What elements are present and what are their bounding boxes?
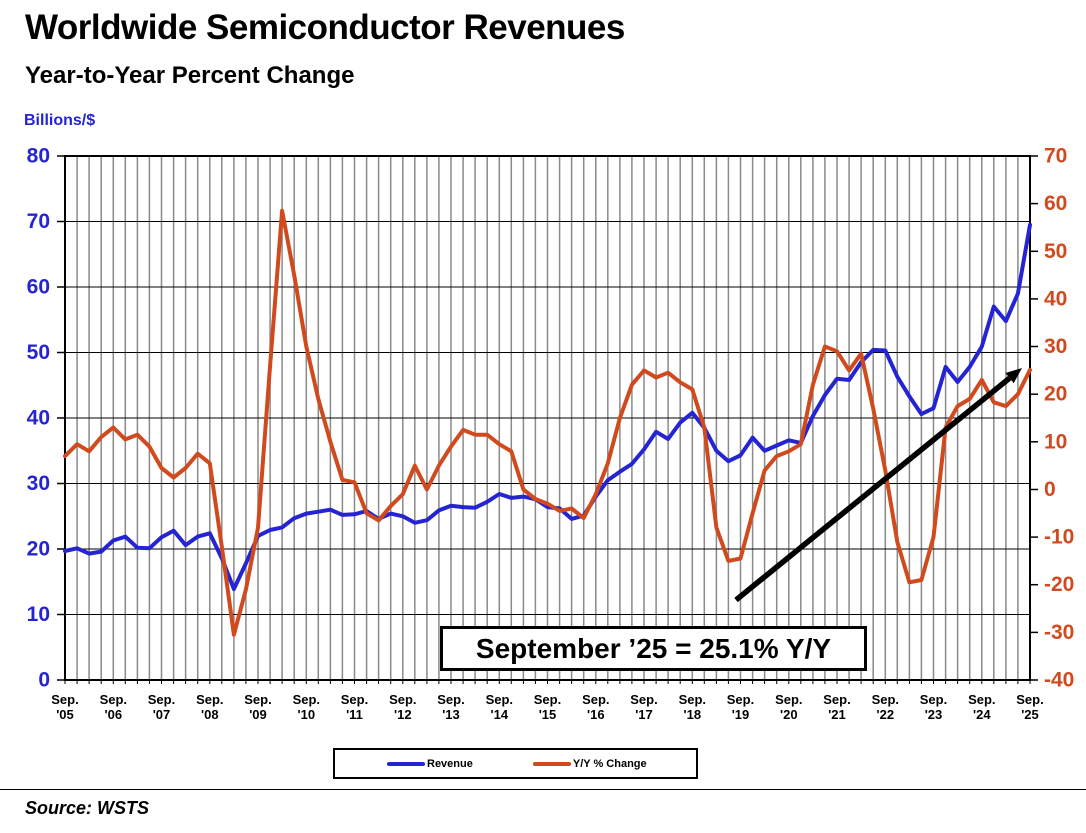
right-axis-label: 0 (1044, 478, 1056, 501)
x-axis-year-label: '11 (346, 707, 363, 722)
x-axis-year-label: '14 (491, 707, 509, 722)
page-subtitle: Year-to-Year Percent Change (25, 62, 355, 89)
x-axis-month-label: Sep. (148, 692, 175, 707)
x-axis-month-label: Sep. (341, 692, 368, 707)
legend-label-yoy: Y/Y % Change (572, 757, 647, 770)
x-axis-year-label: '22 (877, 707, 895, 722)
x-axis-year-label: '13 (442, 707, 460, 722)
x-axis-month-label: Sep. (293, 692, 320, 707)
x-axis-year-label: '19 (732, 707, 750, 722)
trend-arrow-head (1005, 368, 1022, 384)
right-axis-label: -20 (1044, 573, 1074, 596)
x-axis-year-label: '16 (587, 707, 605, 722)
x-axis-year-label: '15 (539, 707, 557, 722)
x-axis-year-label: '05 (56, 707, 74, 722)
legend: Revenue Y/Y % Change (333, 748, 698, 779)
x-axis-month-label: Sep. (244, 692, 271, 707)
left-axis-label: 50 (27, 341, 50, 364)
x-axis-year-label: '23 (925, 707, 943, 722)
callout-box: September ’25 = 25.1% Y/Y (440, 626, 867, 671)
left-axis-label: 10 (27, 603, 50, 626)
yoy-line-swatch (532, 761, 571, 766)
right-axis-label: 70 (1044, 145, 1067, 168)
x-axis-month-label: Sep. (630, 692, 657, 707)
x-axis-month-label: Sep. (679, 692, 706, 707)
x-axis-year-label: '20 (780, 707, 798, 722)
revenue-line-swatch (387, 761, 425, 766)
x-axis-month-label: Sep. (486, 692, 513, 707)
x-axis-month-label: Sep. (727, 692, 754, 707)
x-axis-year-label: '17 (635, 707, 653, 722)
right-axis-label: -10 (1044, 526, 1074, 549)
callout-text: September ’25 = 25.1% Y/Y (475, 632, 832, 664)
x-axis-month-label: Sep. (920, 692, 947, 707)
left-axis-label: 40 (27, 407, 50, 430)
right-axis-label: 50 (1044, 240, 1067, 263)
left-axis-label: 0 (38, 669, 50, 692)
left-axis-label: 80 (27, 145, 50, 168)
x-axis-month-label: Sep. (100, 692, 127, 707)
left-axis-label: 30 (27, 472, 50, 495)
right-axis-label: -30 (1044, 621, 1074, 644)
x-axis-year-label: '06 (105, 707, 123, 722)
x-axis-year-label: '12 (394, 707, 412, 722)
x-axis-year-label: '10 (298, 707, 316, 722)
x-axis-month-label: Sep. (389, 692, 416, 707)
left-axis-label: 70 (27, 210, 50, 233)
trend-arrow-shaft (734, 375, 1012, 603)
right-axis-label: 20 (1044, 383, 1067, 406)
left-axis-unit-label: Billions/$ (24, 112, 96, 129)
right-axis-label: 10 (1044, 430, 1067, 453)
x-axis-month-label: Sep. (968, 692, 995, 707)
x-axis-year-label: '07 (153, 707, 171, 722)
right-axis-label: 40 (1044, 287, 1067, 310)
footer-divider (0, 789, 1086, 790)
x-axis-month-label: Sep. (582, 692, 609, 707)
legend-label-revenue: Revenue (427, 757, 473, 770)
x-axis-month-label: Sep. (437, 692, 464, 707)
page-title: Worldwide Semiconductor Revenues (25, 8, 625, 47)
x-axis-month-label: Sep. (872, 692, 899, 707)
x-axis-year-label: '21 (828, 707, 846, 722)
x-axis-month-label: Sep. (1016, 692, 1043, 707)
legend-item-yoy: Y/Y % Change (532, 757, 647, 770)
right-axis-label: -40 (1044, 669, 1074, 692)
x-axis-month-label: Sep. (51, 692, 78, 707)
source-label: Source: WSTS (25, 798, 150, 818)
x-axis-year-label: '24 (973, 707, 991, 722)
x-axis-month-label: Sep. (823, 692, 850, 707)
left-axis-label: 60 (27, 276, 50, 299)
x-axis-year-label: '25 (1021, 707, 1039, 722)
x-axis-year-label: '09 (249, 707, 267, 722)
x-axis-month-label: Sep. (534, 692, 561, 707)
x-axis-month-label: Sep. (775, 692, 802, 707)
right-axis-label: 30 (1044, 335, 1067, 358)
x-axis-year-label: '18 (684, 707, 702, 722)
right-axis-label: 60 (1044, 192, 1067, 215)
legend-item-revenue: Revenue (387, 758, 473, 770)
x-axis-month-label: Sep. (196, 692, 223, 707)
left-axis-label: 20 (27, 538, 50, 561)
x-axis-year-label: '08 (201, 707, 219, 722)
yoy-change-line (63, 208, 1032, 637)
